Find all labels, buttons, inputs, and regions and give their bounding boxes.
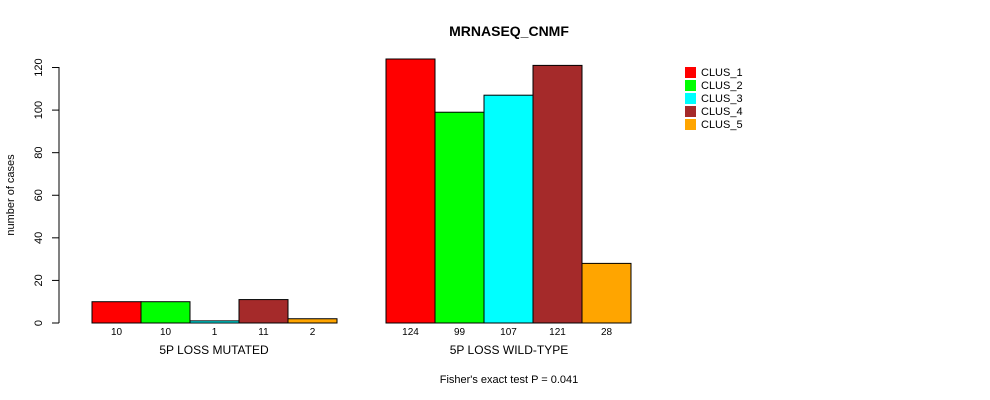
y-tick-label: 40: [33, 232, 45, 244]
bar-clus-4: [238, 299, 289, 324]
legend-swatch: [685, 93, 696, 104]
bar-clus-4: [532, 64, 583, 324]
bar-clus-1: [91, 301, 142, 324]
y-tick-label: 60: [33, 189, 45, 201]
bar-clus-3: [189, 320, 240, 324]
bar-value-label: 28: [601, 327, 613, 338]
y-tick-label: 120: [33, 58, 45, 76]
bar-value-label: 107: [500, 327, 517, 338]
bars-layer: [91, 58, 632, 324]
bar-clus-5: [581, 262, 632, 324]
legend-swatch: [685, 67, 696, 78]
bar-value-label: 11: [258, 327, 269, 338]
y-axis-label: number of cases: [5, 154, 17, 236]
bar-clus-5: [287, 318, 338, 324]
bar-value-label: 99: [454, 327, 466, 338]
bar-clus-2: [140, 301, 191, 324]
y-tick-label: 80: [33, 147, 45, 159]
legend-swatch: [685, 106, 696, 117]
legend-label: CLUS_1: [701, 67, 743, 79]
bar-value-label: 2: [310, 327, 316, 338]
legend-swatch: [685, 119, 696, 130]
y-tick-label: 0: [33, 320, 45, 326]
legend-label: CLUS_4: [701, 106, 743, 118]
y-axis: 0 20 40 60 80 100 120: [33, 58, 60, 326]
group-label-wild-type: 5P LOSS WILD-TYPE: [450, 343, 568, 357]
bar-clus-3: [483, 94, 534, 324]
bar-value-label: 124: [402, 327, 419, 338]
bar-clus-2: [434, 111, 485, 324]
group-label-mutated: 5P LOSS MUTATED: [159, 343, 269, 357]
bar-value-label: 1: [212, 327, 218, 338]
fisher-test-footer: Fisher's exact test P = 0.041: [440, 374, 579, 386]
bar-value-label: 10: [160, 327, 172, 338]
y-tick-label: 100: [33, 101, 45, 119]
legend-label: CLUS_2: [701, 80, 743, 92]
value-labels-layer: 10 10 1 11 2 124 99 107 121 28: [111, 327, 613, 338]
legend-swatch: [685, 80, 696, 91]
legend-label: CLUS_3: [701, 93, 743, 105]
y-tick-label: 20: [33, 274, 45, 286]
bar-value-label: 10: [111, 327, 123, 338]
legend-label: CLUS_5: [701, 119, 743, 131]
bar-value-label: 121: [549, 327, 566, 338]
chart-title: MRNASEQ_CNMF: [449, 23, 569, 39]
bar-clus-1: [385, 58, 436, 324]
